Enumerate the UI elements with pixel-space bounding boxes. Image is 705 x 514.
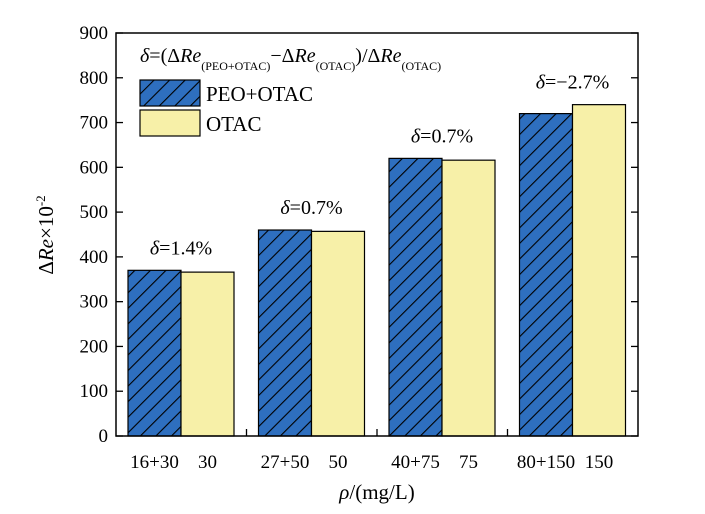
delta-label-75: δ=0.7% [411, 125, 473, 147]
x-tick-label-a-150: 80+150 [517, 452, 575, 473]
y-axis-ticks: 0 100 200 300 400 500 600 700 800 900 [80, 23, 638, 447]
y-tick-label-400: 400 [80, 247, 109, 268]
delta-labels-layer: δ=1.4% δ=0.7% δ=0.7% δ=−2.7% [150, 72, 609, 260]
y-tick-label-900: 900 [80, 23, 109, 44]
y-axis-label: ΔRe×10-2 [33, 195, 58, 274]
y-tick-label-0: 0 [99, 426, 109, 447]
delta-label-150: δ=−2.7% [536, 72, 610, 94]
bars-layer [127, 104, 627, 437]
bar-peo-otac-30 [127, 269, 182, 437]
y-tick-label-600: 600 [80, 157, 109, 178]
legend-swatch-otac [139, 109, 201, 137]
x-tick-label-b-150: 150 [585, 452, 614, 473]
legend-label-otac: OTAC [206, 112, 261, 136]
x-axis-label: ρ/(mg/L) [338, 480, 414, 504]
y-tick-label-200: 200 [80, 336, 109, 357]
bar-peo-otac-75 [388, 157, 443, 437]
x-axis-ticks: 16+30 30 27+50 50 40+75 75 80+150 150 [130, 429, 613, 473]
x-tick-label-b-75: 75 [459, 452, 478, 473]
legend-label-peo-otac: PEO+OTAC [206, 82, 313, 106]
delta-formula: δ=(ΔRe(PEO+OTAC)−ΔRe(OTAC))/ΔRe(OTAC) [140, 45, 441, 73]
bar-otac-30 [180, 271, 235, 437]
bar-peo-otac-150 [518, 112, 574, 437]
y-tick-label-300: 300 [80, 292, 109, 313]
delta-label-30: δ=1.4% [150, 237, 212, 259]
x-tick-label-a-75: 40+75 [391, 452, 440, 473]
legend: PEO+OTAC OTAC [139, 79, 313, 137]
y-tick-label-500: 500 [80, 202, 109, 223]
x-tick-label-b-30: 30 [198, 452, 217, 473]
x-tick-label-a-30: 16+30 [130, 452, 179, 473]
bar-peo-otac-50 [257, 229, 313, 437]
y-tick-label-100: 100 [80, 381, 109, 402]
bar-otac-75 [441, 159, 496, 437]
x-tick-label-a-50: 27+50 [261, 452, 310, 473]
delta-label-50: δ=0.7% [280, 197, 342, 219]
bar-otac-150 [571, 104, 627, 437]
x-tick-label-b-50: 50 [329, 452, 348, 473]
legend-swatch-peo-otac [139, 79, 201, 107]
y-tick-label-800: 800 [80, 68, 109, 89]
y-tick-label-700: 700 [80, 113, 109, 134]
bar-otac-50 [310, 230, 366, 437]
